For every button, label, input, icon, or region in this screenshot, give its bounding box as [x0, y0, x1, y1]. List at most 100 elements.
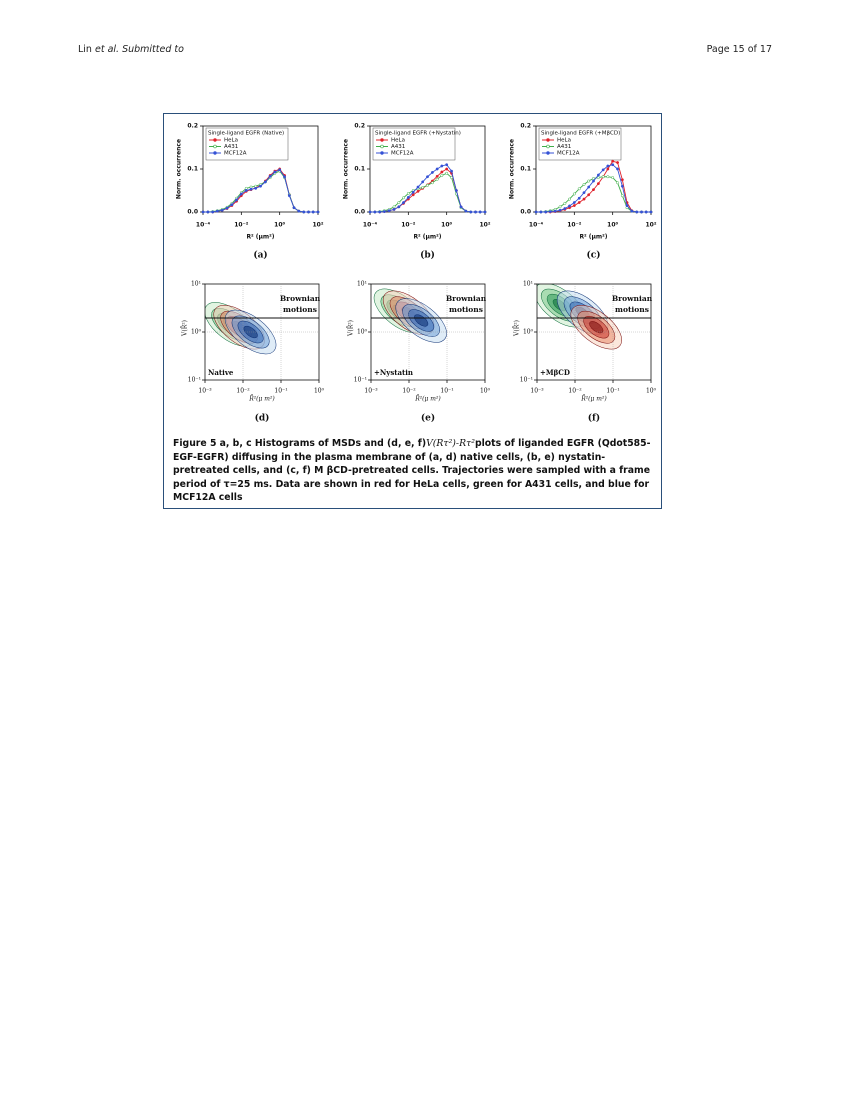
y-tick-label: 0.0: [520, 209, 531, 216]
data-point: [450, 176, 454, 180]
data-point: [644, 210, 648, 214]
data-point: [469, 210, 473, 214]
data-point: [640, 210, 643, 214]
author: Lin: [78, 44, 92, 55]
series-line: [370, 172, 485, 213]
data-point: [616, 181, 620, 185]
data-point: [601, 168, 605, 172]
data-point: [373, 210, 377, 214]
legend-marker: [213, 144, 217, 149]
data-point: [616, 161, 620, 165]
data-point: [406, 195, 410, 199]
panel-label: (e): [421, 413, 435, 424]
data-point: [201, 210, 205, 214]
x-tick-label: 10⁻³: [530, 388, 544, 395]
data-point: [402, 196, 405, 200]
caption: Figure 5 a, b, c Histograms of MSDs and …: [173, 437, 655, 505]
panel-label: (c): [587, 250, 601, 261]
x-tick-label: 10²: [480, 222, 491, 229]
caption-rest: plots of liganded EGFR (Qdot585-EGF-EGFR…: [173, 438, 651, 503]
x-tick-label: 10⁻¹: [440, 388, 453, 395]
y-tick-label: 0.1: [187, 166, 198, 173]
x-tick-label: 10²: [313, 222, 324, 229]
annotation: Brownian: [280, 294, 321, 303]
contours: [205, 302, 277, 355]
y-tick-label: 0.0: [354, 209, 365, 216]
data-point: [587, 179, 591, 183]
data-point: [283, 175, 287, 179]
legend-box: [205, 127, 289, 161]
x-tick-label: 10⁰: [314, 388, 325, 395]
y-axis-label: V(R̄²): [181, 320, 188, 337]
x-tick-label: 10⁻²: [568, 388, 582, 395]
x-tick-label: 10⁻²: [236, 388, 250, 395]
data-point: [254, 186, 258, 190]
legend-label: A431: [224, 144, 238, 150]
data-point: [435, 174, 439, 178]
data-point: [292, 206, 296, 210]
condition-label: +MβCD: [540, 368, 570, 377]
data-point: [440, 170, 444, 174]
data-point: [215, 209, 219, 213]
data-point: [483, 210, 487, 214]
y-axis-label: Norm. occurrence: [509, 139, 516, 199]
data-point: [572, 204, 576, 208]
data-point: [606, 164, 610, 168]
data-point: [392, 205, 396, 209]
legend-marker: [546, 144, 550, 149]
x-tick-label: 10⁻¹: [274, 388, 287, 395]
legend-label: HeLa: [391, 138, 405, 144]
data-point: [268, 174, 272, 178]
data-point: [421, 180, 425, 184]
y-tick-label: 10¹: [523, 281, 533, 288]
x-axis-label: R² (μm²): [413, 234, 441, 241]
data-point: [445, 163, 449, 167]
data-point: [307, 210, 310, 214]
y-axis-label: Norm. occurrence: [343, 139, 350, 199]
x-tick-label: 10⁻²: [567, 222, 582, 229]
y-tick-label: 0.1: [354, 166, 365, 173]
y-tick-label: 0.2: [354, 123, 365, 130]
data-point: [478, 210, 482, 214]
x-tick-label: 10⁻⁴: [196, 222, 211, 229]
x-tick-label: 10⁰: [480, 388, 491, 395]
data-point: [244, 189, 248, 192]
legend-marker: [213, 151, 217, 155]
data-point: [426, 183, 429, 187]
x-tick-label: 10⁰: [274, 222, 285, 229]
x-tick-label: 10⁰: [646, 388, 657, 395]
data-point: [577, 196, 581, 200]
page-number: Page 15 of 17: [706, 44, 772, 55]
data-point: [459, 205, 463, 209]
data-point: [572, 201, 576, 204]
data-point: [534, 210, 538, 214]
annotation: motions: [615, 305, 649, 314]
y-tick-label: 0.1: [520, 166, 531, 173]
y-tick-label: 10⁻¹: [520, 377, 533, 384]
data-point: [416, 189, 420, 193]
data-point: [316, 210, 320, 214]
series-line: [370, 164, 485, 213]
data-point: [649, 210, 653, 214]
legend-marker: [380, 151, 384, 155]
x-axis-label: R² (μm²): [246, 234, 274, 241]
x-axis-label: R̄²(μ m²): [414, 395, 441, 402]
y-tick-label: 0.0: [187, 209, 198, 216]
data-point: [577, 187, 581, 191]
data-point: [440, 164, 444, 168]
panel-label: (a): [253, 250, 267, 261]
y-tick-label: 10⁻¹: [354, 377, 367, 384]
data-point: [411, 190, 415, 194]
series-line: [203, 170, 318, 213]
data-point: [582, 191, 586, 195]
data-point: [235, 198, 238, 202]
y-tick-label: 10⁰: [523, 329, 534, 336]
x-tick-label: 10⁰: [441, 222, 452, 229]
data-point: [421, 186, 425, 189]
data-point: [278, 168, 282, 172]
x-tick-label: 10⁻³: [198, 388, 212, 395]
data-point: [568, 204, 571, 208]
data-point: [397, 205, 401, 209]
legend-marker: [546, 151, 550, 155]
